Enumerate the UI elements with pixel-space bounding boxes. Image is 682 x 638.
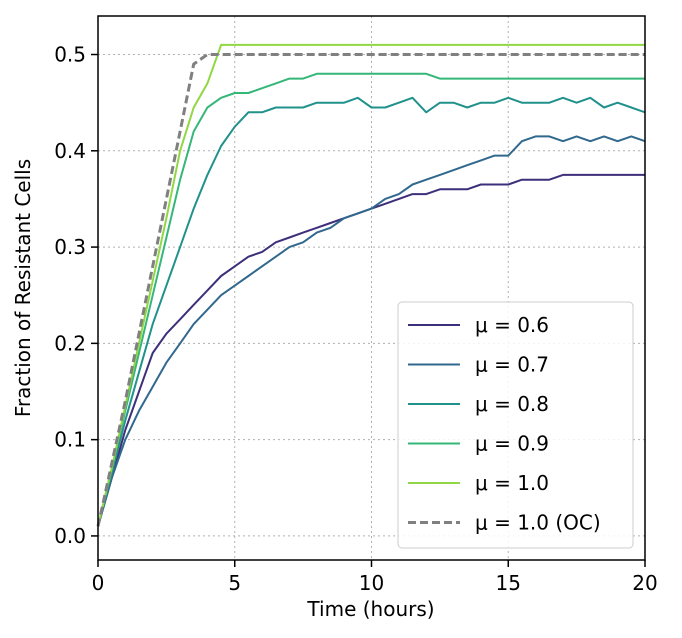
y-tick-label: 0.4 (54, 139, 86, 163)
legend-label: μ = 0.6 (475, 313, 549, 337)
y-tick-label: 0.3 (54, 235, 86, 259)
line-series (97, 135, 646, 527)
x-axis-label: Time (hours) (306, 597, 434, 621)
x-tick-label: 5 (228, 571, 241, 595)
legend-label: μ = 0.7 (475, 353, 549, 377)
x-tick-label: 0 (92, 571, 105, 595)
plot-frame (97, 15, 646, 561)
y-axis-label: Fraction of Resistant Cells (11, 159, 35, 417)
legend-label: μ = 1.0 (475, 471, 549, 495)
legend-label: μ = 0.9 (475, 432, 549, 456)
y-tick-label: 0.1 (54, 428, 86, 452)
y-tick-label: 0.0 (54, 524, 86, 548)
y-tick-label: 0.2 (54, 331, 86, 355)
line-series (96, 53, 645, 527)
x-tick-label: 20 (632, 571, 657, 595)
line-series (97, 43, 645, 527)
x-tick-label: 10 (359, 571, 384, 595)
line-series (97, 96, 646, 527)
x-tick-label: 15 (496, 571, 521, 595)
y-tick-label: 0.5 (54, 43, 86, 67)
legend-label: μ = 0.8 (475, 392, 549, 416)
line-series (97, 72, 645, 527)
legend-label: μ = 1.0 (OC) (475, 511, 601, 535)
